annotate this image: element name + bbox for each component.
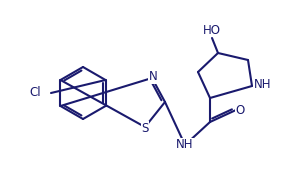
- Text: S: S: [141, 121, 149, 134]
- Text: HO: HO: [203, 24, 221, 37]
- Text: NH: NH: [254, 77, 272, 90]
- Text: NH: NH: [176, 138, 194, 151]
- Text: Cl: Cl: [29, 87, 41, 100]
- Text: N: N: [149, 71, 157, 83]
- Text: O: O: [235, 104, 244, 117]
